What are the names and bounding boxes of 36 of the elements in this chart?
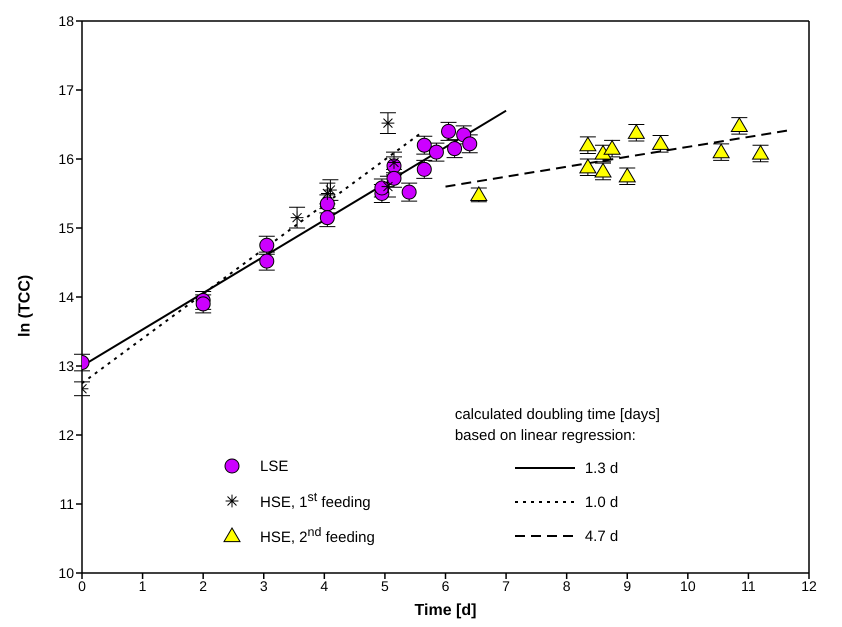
legend-label: HSE, 2$^{nd}$ feeding [260, 525, 375, 546]
legend-label: LSE [260, 458, 288, 474]
x-tick-label: 0 [78, 578, 86, 594]
x-tick-label: 9 [623, 578, 632, 594]
x-tick-label: 3 [260, 578, 268, 594]
x-tick-label: 2 [199, 578, 208, 594]
y-tick-label: 10 [58, 564, 74, 581]
y-tick-label: 14 [58, 288, 74, 305]
y-tick-label: 18 [58, 12, 74, 29]
x-tick-label: 7 [502, 578, 510, 594]
x-tick-label: 11 [741, 578, 756, 594]
y-tick-label: 15 [58, 220, 74, 236]
point [618, 168, 636, 182]
legend-label: 4.7 d [584, 528, 618, 544]
annotation: based on linear regression: [454, 427, 637, 444]
annotation: calculated doubling time [days] [454, 406, 660, 423]
y-tick-label: 16 [58, 150, 74, 167]
y-axis-title: ln (TCC) [16, 274, 34, 337]
point [628, 124, 645, 139]
y-tick-label: 12 [58, 426, 74, 443]
legend-label: 1.0 d [584, 494, 618, 510]
x-tick-label: 1 [138, 578, 147, 594]
x-tick-label: 5 [381, 578, 390, 594]
x-tick-label: 4 [320, 578, 328, 594]
x-tick-label: 6 [442, 578, 450, 594]
y-tick-label: 11 [59, 496, 74, 512]
point [652, 135, 670, 150]
x-tick-label: 8 [562, 578, 571, 594]
x-axis-title: Time [d] [414, 602, 476, 619]
y-tick-label: 13 [58, 358, 74, 374]
x-tick-label: 12 [801, 578, 817, 594]
legend-label: HSE, 1$^{st}$ feeding [260, 490, 371, 511]
x-tick-label: 10 [680, 578, 696, 594]
legend-label: 1.3 d [584, 460, 618, 476]
point [730, 117, 748, 132]
y-tick-label: 17 [58, 82, 74, 98]
